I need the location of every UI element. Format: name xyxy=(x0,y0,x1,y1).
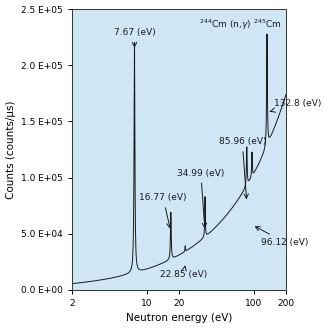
Text: 22.85 (eV): 22.85 (eV) xyxy=(160,266,207,279)
Y-axis label: Counts (counts/μs): Counts (counts/μs) xyxy=(6,100,16,199)
Text: 34.99 (eV): 34.99 (eV) xyxy=(177,168,225,228)
Text: 7.67 (eV): 7.67 (eV) xyxy=(114,28,155,47)
Text: 16.77 (eV): 16.77 (eV) xyxy=(139,193,187,228)
Text: 85.96 (eV): 85.96 (eV) xyxy=(218,137,266,198)
Text: $^{244}$Cm (n,$\gamma$) $^{245}$Cm: $^{244}$Cm (n,$\gamma$) $^{245}$Cm xyxy=(199,17,282,32)
X-axis label: Neutron energy (eV): Neutron energy (eV) xyxy=(126,314,232,323)
Text: 96.12 (eV): 96.12 (eV) xyxy=(255,227,309,247)
Text: 132.8 (eV): 132.8 (eV) xyxy=(270,99,321,112)
